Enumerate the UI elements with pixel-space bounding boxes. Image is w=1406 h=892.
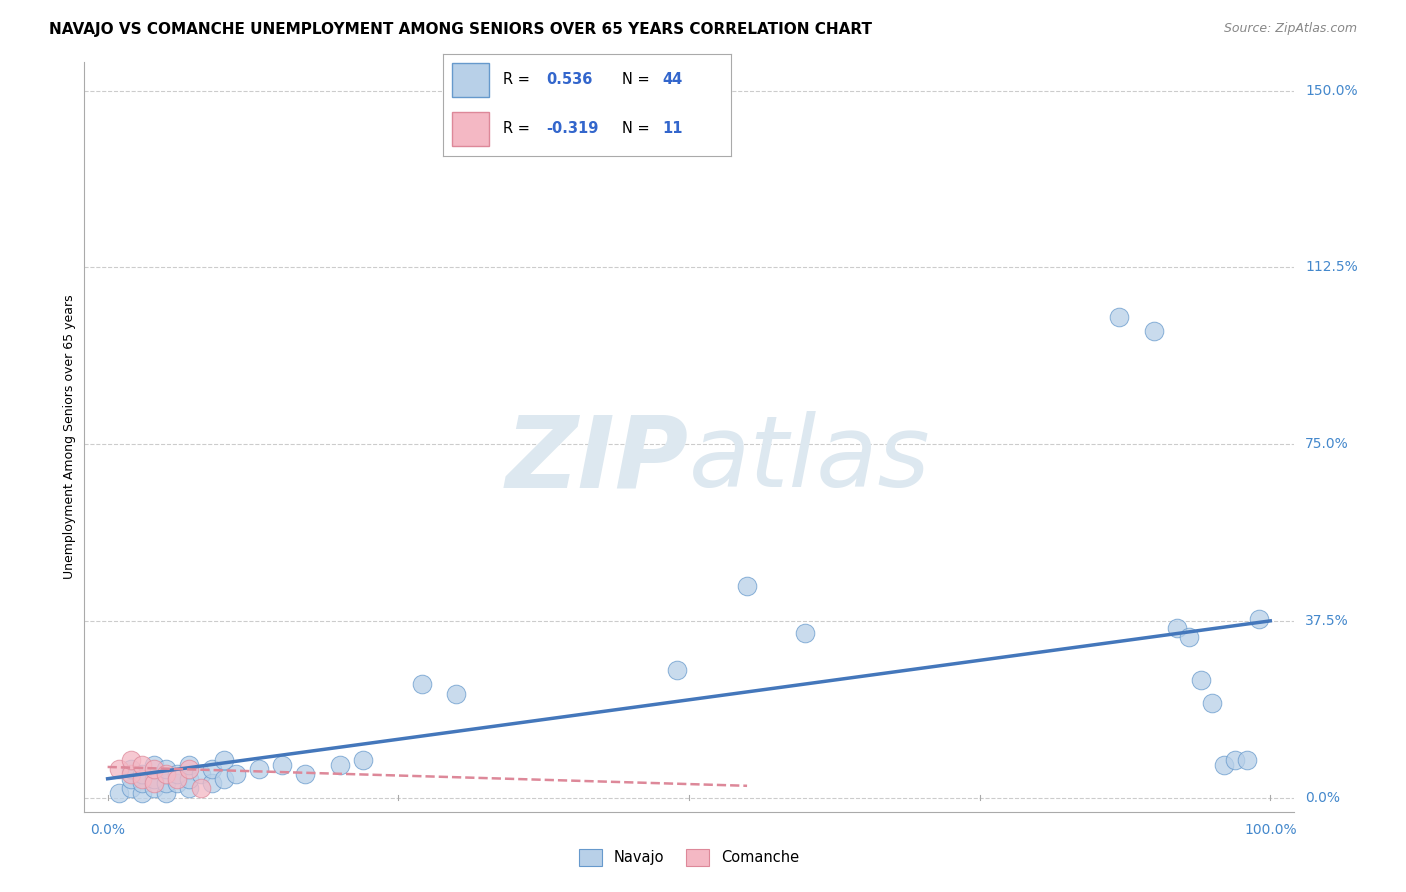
Point [131, 776, 153, 790]
Text: 0.0%: 0.0% [1305, 790, 1340, 805]
Point [225, 767, 247, 781]
Point [294, 767, 316, 781]
Y-axis label: Unemployment Among Seniors over 65 years: Unemployment Among Seniors over 65 years [63, 294, 76, 580]
Point [352, 753, 374, 767]
Point [1236, 753, 1258, 767]
Text: -0.319: -0.319 [547, 121, 599, 136]
Point [177, 781, 200, 796]
Text: atlas: atlas [689, 411, 931, 508]
Text: 0.536: 0.536 [547, 72, 593, 87]
Text: N =: N = [621, 72, 650, 87]
Text: 100.0%: 100.0% [1244, 823, 1296, 837]
Point [131, 786, 153, 800]
Point [120, 781, 142, 796]
Text: 75.0%: 75.0% [1305, 437, 1348, 451]
Point [1201, 696, 1223, 710]
Text: 37.5%: 37.5% [1305, 614, 1348, 628]
Point [155, 767, 177, 781]
Point [131, 757, 153, 772]
Point [411, 677, 433, 691]
Point [271, 757, 294, 772]
Bar [451, 112, 489, 145]
Text: 0.0%: 0.0% [90, 823, 125, 837]
Point [794, 625, 817, 640]
Point [143, 772, 166, 786]
Point [1166, 621, 1188, 635]
Legend: Navajo, Comanche: Navajo, Comanche [572, 843, 806, 871]
Point [1225, 753, 1247, 767]
Point [155, 762, 177, 776]
Text: NAVAJO VS COMANCHE UNEMPLOYMENT AMONG SENIORS OVER 65 YEARS CORRELATION CHART: NAVAJO VS COMANCHE UNEMPLOYMENT AMONG SE… [49, 22, 872, 37]
Text: R =: R = [503, 72, 530, 87]
Point [1178, 631, 1201, 645]
Point [108, 762, 131, 776]
Point [143, 757, 166, 772]
Text: ZIP: ZIP [506, 411, 689, 508]
Point [212, 772, 235, 786]
Point [120, 753, 142, 767]
Text: 11: 11 [662, 121, 682, 136]
Point [1143, 324, 1166, 338]
Point [190, 767, 212, 781]
Point [1189, 673, 1212, 687]
Text: 150.0%: 150.0% [1305, 84, 1358, 98]
Point [143, 781, 166, 796]
Point [120, 762, 142, 776]
Point [201, 776, 224, 790]
Point [1212, 757, 1234, 772]
Point [212, 753, 235, 767]
Point [177, 757, 200, 772]
Point [190, 781, 212, 796]
Bar [451, 62, 489, 96]
Point [1108, 310, 1130, 324]
Point [1247, 611, 1270, 625]
Point [166, 767, 188, 781]
Point [177, 762, 200, 776]
Point [131, 767, 153, 781]
Point [143, 776, 166, 790]
Text: Source: ZipAtlas.com: Source: ZipAtlas.com [1223, 22, 1357, 36]
Point [201, 762, 224, 776]
Text: N =: N = [621, 121, 650, 136]
Point [120, 767, 142, 781]
Text: 44: 44 [662, 72, 682, 87]
Point [329, 757, 352, 772]
Point [155, 786, 177, 800]
Point [446, 687, 468, 701]
Point [166, 776, 188, 790]
Point [131, 772, 153, 786]
Point [166, 772, 188, 786]
Point [155, 776, 177, 790]
Point [666, 664, 689, 678]
Text: R =: R = [503, 121, 530, 136]
Point [247, 762, 270, 776]
Point [735, 578, 758, 592]
Point [177, 772, 200, 786]
Text: 112.5%: 112.5% [1305, 260, 1358, 275]
Point [143, 762, 166, 776]
Point [120, 772, 142, 786]
Point [108, 786, 131, 800]
